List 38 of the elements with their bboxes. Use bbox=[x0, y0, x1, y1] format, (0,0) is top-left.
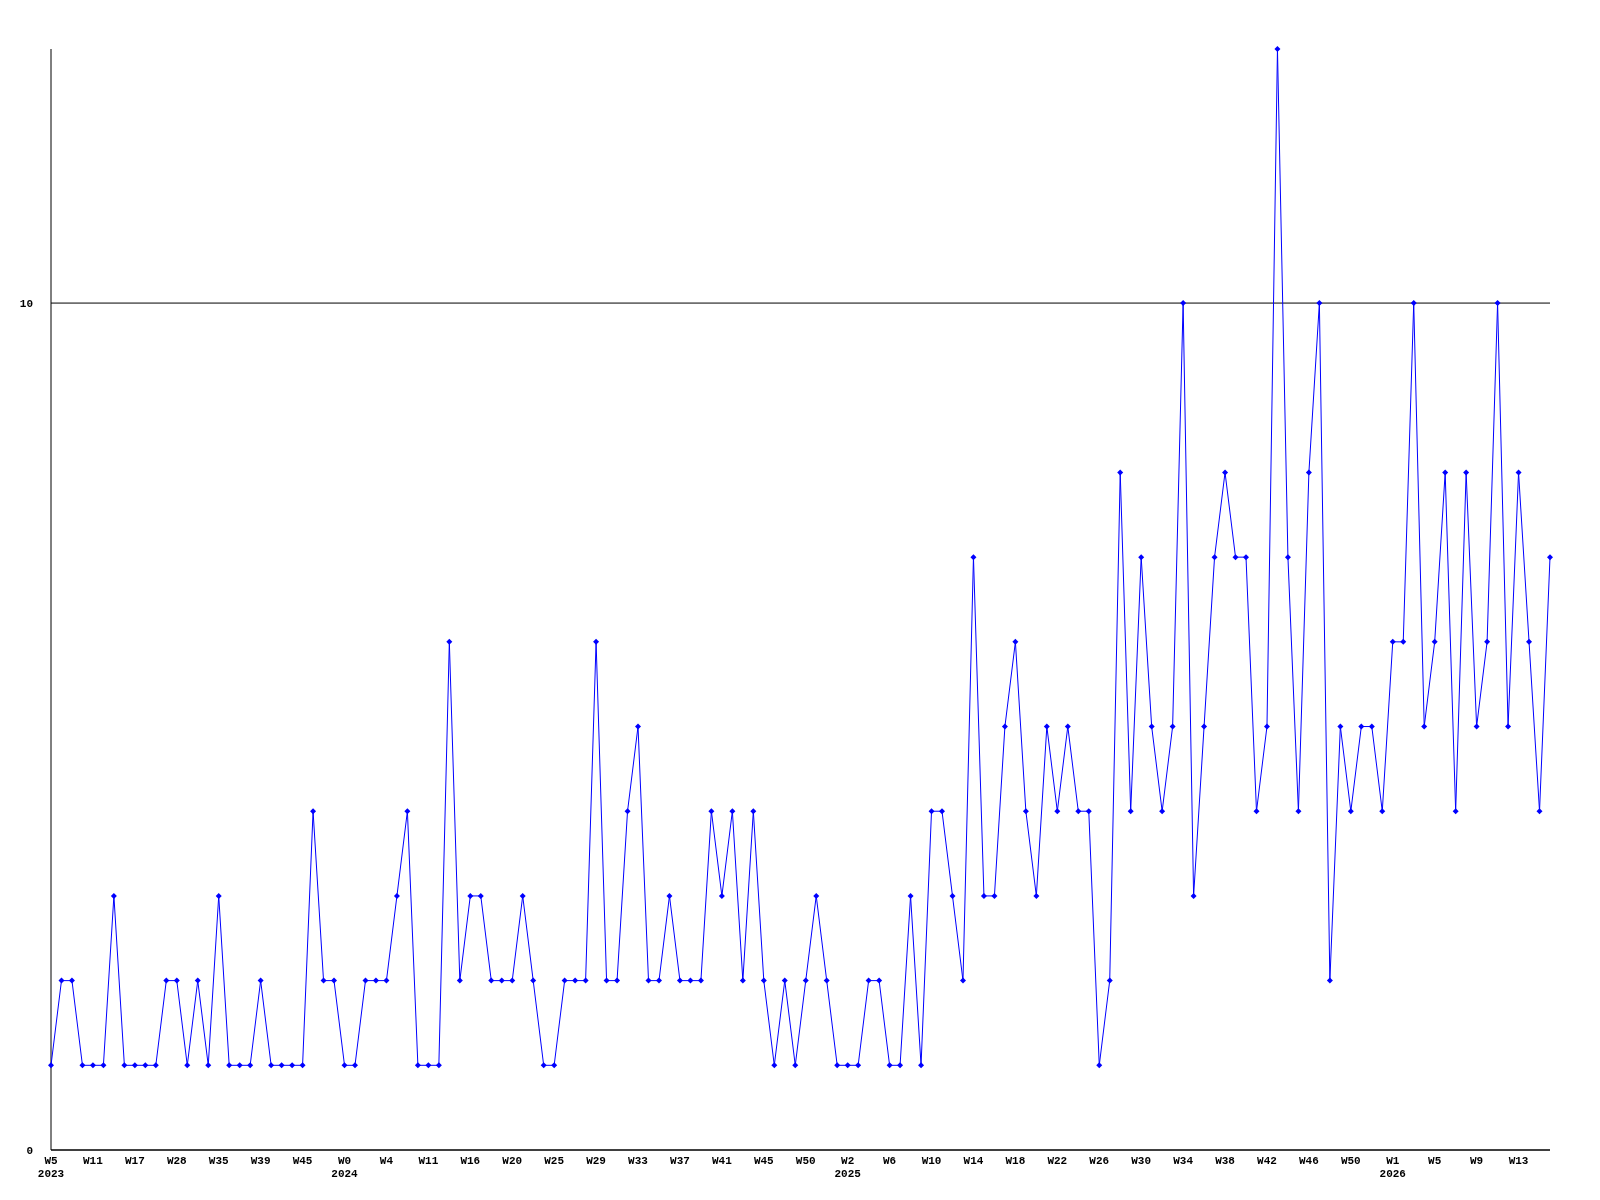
x-tick-label: W37 bbox=[670, 1155, 690, 1167]
x-tick-label: W17 bbox=[124, 1155, 145, 1167]
x-tick-label: W45 bbox=[292, 1155, 313, 1167]
x-tick-label: W16 bbox=[460, 1155, 481, 1167]
x-tick-label: W50 bbox=[795, 1155, 816, 1167]
x-tick-label: W18 bbox=[1005, 1155, 1026, 1167]
x-tick-label: W30 bbox=[1131, 1155, 1152, 1167]
x-tick-label: W38 bbox=[1215, 1155, 1236, 1167]
x-tick-label: W29 bbox=[586, 1155, 606, 1167]
x-tick-label: W26 bbox=[1089, 1155, 1110, 1167]
x-tick-label: W50 bbox=[1340, 1155, 1361, 1167]
x-tick-label: W5 bbox=[1428, 1155, 1442, 1167]
x-tick-label: W33 bbox=[628, 1155, 649, 1167]
x-tick-label: W41 bbox=[711, 1155, 733, 1167]
x-tick-label: W4 bbox=[379, 1155, 394, 1167]
y-tick-label: 10 bbox=[19, 297, 33, 310]
x-tick-label: W35 bbox=[208, 1155, 230, 1167]
x-tick-label: W14 bbox=[963, 1155, 984, 1167]
x-tick-label: W20 bbox=[502, 1155, 523, 1167]
x-tick-label: W11 bbox=[418, 1155, 439, 1167]
x-tick-label: W13 bbox=[1508, 1155, 1529, 1167]
x-tick-label: W5 2023 bbox=[37, 1155, 65, 1180]
x-tick-label: W1 2026 bbox=[1379, 1155, 1406, 1180]
x-tick-label: W28 bbox=[166, 1155, 188, 1167]
x-tick-label: W6 bbox=[883, 1155, 897, 1167]
x-tick-label: W39 bbox=[250, 1155, 271, 1167]
x-tick-label: W22 bbox=[1047, 1155, 1068, 1167]
x-tick-label: W10 bbox=[921, 1155, 942, 1167]
y-tick-label: 0 bbox=[26, 1144, 33, 1157]
x-tick-label: W42 bbox=[1257, 1155, 1277, 1167]
x-tick-label: W2 2025 bbox=[834, 1155, 862, 1180]
x-tick-label: W11 bbox=[83, 1155, 104, 1167]
x-tick-label: W45 bbox=[753, 1155, 775, 1167]
x-tick-label: W0 2024 bbox=[331, 1155, 359, 1180]
x-tick-label: W9 bbox=[1470, 1155, 1484, 1167]
x-tick-label: W34 bbox=[1173, 1155, 1194, 1167]
x-tick-label: W25 bbox=[544, 1155, 565, 1167]
x-tick-label: W46 bbox=[1299, 1155, 1319, 1167]
